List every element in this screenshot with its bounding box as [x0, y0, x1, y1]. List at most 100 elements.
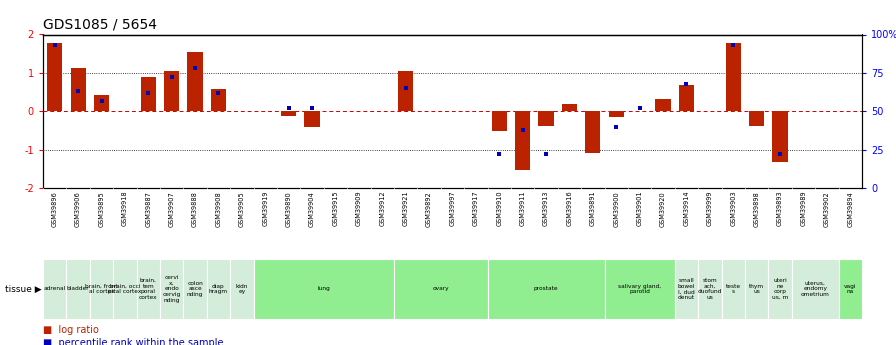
- Bar: [656, 99, 671, 111]
- Bar: [230, 259, 254, 319]
- Bar: [281, 111, 297, 116]
- Text: brain, occi
pital cortex: brain, occi pital cortex: [108, 284, 142, 294]
- Text: GSM39989: GSM39989: [800, 191, 806, 226]
- Text: kidn
ey: kidn ey: [236, 284, 248, 294]
- Bar: [141, 77, 156, 111]
- Text: GSM39893: GSM39893: [777, 191, 783, 226]
- Bar: [769, 259, 792, 319]
- Text: ■  percentile rank within the sample: ■ percentile rank within the sample: [43, 338, 223, 345]
- Text: GSM39913: GSM39913: [543, 191, 549, 226]
- Text: colon
asce
nding: colon asce nding: [187, 280, 203, 297]
- Text: GSM39921: GSM39921: [402, 191, 409, 226]
- Bar: [254, 259, 394, 319]
- Bar: [164, 71, 179, 111]
- Text: GDS1085 / 5654: GDS1085 / 5654: [43, 17, 157, 31]
- Bar: [211, 89, 226, 111]
- Text: GSM39915: GSM39915: [332, 191, 339, 226]
- Text: cervi
x,
endo
cervig
nding: cervi x, endo cervig nding: [162, 275, 181, 303]
- Text: uteri
ne
corp
us, m: uteri ne corp us, m: [771, 278, 788, 300]
- Text: GSM39911: GSM39911: [520, 191, 526, 226]
- Text: small
bowel
I, dud
denut: small bowel I, dud denut: [677, 278, 695, 300]
- Text: GSM39891: GSM39891: [590, 191, 596, 226]
- Text: thym
us: thym us: [749, 284, 764, 294]
- Text: GSM39918: GSM39918: [122, 191, 128, 226]
- Bar: [726, 43, 741, 111]
- Text: GSM39917: GSM39917: [473, 191, 478, 226]
- Bar: [721, 259, 745, 319]
- Text: GSM39910: GSM39910: [496, 191, 503, 226]
- Text: stom
ach,
duofund
us: stom ach, duofund us: [698, 278, 722, 300]
- Bar: [184, 259, 207, 319]
- Text: brain,
tem
poral
cortex: brain, tem poral cortex: [139, 278, 158, 300]
- Text: tissue ▶: tissue ▶: [4, 284, 41, 294]
- Bar: [487, 259, 605, 319]
- Text: GSM39902: GSM39902: [823, 191, 830, 227]
- Text: GSM39997: GSM39997: [450, 191, 455, 226]
- Bar: [698, 259, 721, 319]
- Bar: [492, 111, 507, 131]
- Bar: [47, 43, 63, 111]
- Text: diap
hragm: diap hragm: [209, 284, 228, 294]
- Text: GSM39903: GSM39903: [730, 191, 737, 226]
- Text: ■  log ratio: ■ log ratio: [43, 325, 99, 335]
- Text: teste
s: teste s: [726, 284, 741, 294]
- Text: GSM39898: GSM39898: [754, 191, 760, 227]
- Bar: [207, 259, 230, 319]
- Text: vagi
na: vagi na: [844, 284, 857, 294]
- Bar: [585, 111, 600, 153]
- Bar: [187, 52, 202, 111]
- Bar: [394, 259, 487, 319]
- Bar: [538, 111, 554, 126]
- Text: adrenal: adrenal: [44, 286, 65, 292]
- Text: GSM39907: GSM39907: [168, 191, 175, 227]
- Text: GSM39916: GSM39916: [566, 191, 573, 226]
- Text: GSM39904: GSM39904: [309, 191, 315, 227]
- Text: uterus,
endomy
ometrium: uterus, endomy ometrium: [801, 280, 830, 297]
- Text: GSM39999: GSM39999: [707, 191, 713, 226]
- Bar: [608, 111, 624, 117]
- Text: GSM39908: GSM39908: [216, 191, 221, 227]
- Text: GSM39900: GSM39900: [613, 191, 619, 227]
- Bar: [398, 71, 413, 111]
- Bar: [71, 68, 86, 111]
- Bar: [679, 85, 694, 111]
- Text: bladder: bladder: [67, 286, 90, 292]
- Bar: [792, 259, 839, 319]
- Text: GSM39895: GSM39895: [99, 191, 105, 227]
- Text: GSM39892: GSM39892: [426, 191, 432, 227]
- Bar: [675, 259, 698, 319]
- Bar: [562, 104, 577, 111]
- Bar: [305, 111, 320, 127]
- Text: salivary gland,
parotid: salivary gland, parotid: [618, 284, 661, 294]
- Text: GSM39919: GSM39919: [263, 191, 268, 226]
- Bar: [43, 259, 66, 319]
- Bar: [136, 259, 160, 319]
- Bar: [749, 111, 764, 126]
- Text: GSM39901: GSM39901: [637, 191, 642, 226]
- Text: GSM39894: GSM39894: [848, 191, 853, 227]
- Text: GSM39914: GSM39914: [684, 191, 689, 226]
- Bar: [605, 259, 675, 319]
- Bar: [515, 111, 530, 170]
- Text: GSM39890: GSM39890: [286, 191, 292, 227]
- Text: brain, front
al cortex: brain, front al cortex: [85, 284, 117, 294]
- Bar: [94, 95, 109, 111]
- Bar: [839, 259, 862, 319]
- Text: prostate: prostate: [534, 286, 558, 292]
- Text: lung: lung: [317, 286, 330, 292]
- Bar: [113, 259, 136, 319]
- Text: GSM39888: GSM39888: [192, 191, 198, 227]
- Text: GSM39887: GSM39887: [145, 191, 151, 227]
- Text: GSM39912: GSM39912: [379, 191, 385, 226]
- Text: GSM39906: GSM39906: [75, 191, 82, 227]
- Bar: [66, 259, 90, 319]
- Text: GSM39920: GSM39920: [660, 191, 666, 227]
- Bar: [772, 111, 788, 162]
- Bar: [90, 259, 113, 319]
- Bar: [160, 259, 184, 319]
- Text: GSM39909: GSM39909: [356, 191, 362, 226]
- Bar: [745, 259, 769, 319]
- Text: ovary: ovary: [433, 286, 449, 292]
- Text: GSM39896: GSM39896: [52, 191, 57, 227]
- Text: GSM39905: GSM39905: [239, 191, 245, 227]
